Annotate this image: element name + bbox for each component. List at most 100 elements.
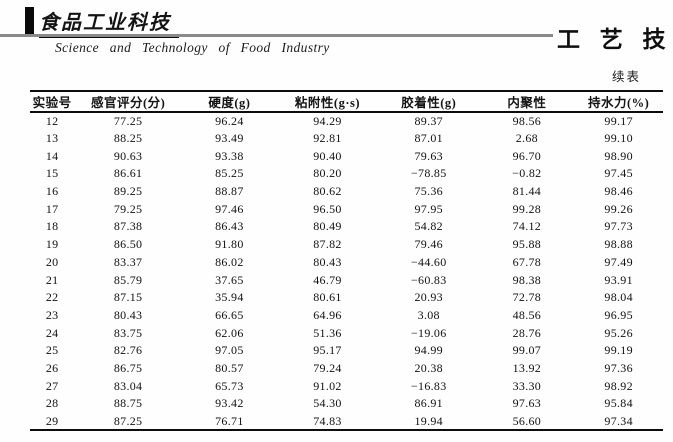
table-cell: 91.02 [313, 378, 342, 393]
section-title: 工 艺 技 术 [557, 27, 673, 52]
table-cell: 29 [45, 413, 59, 428]
table-cell: 75.36 [414, 184, 443, 199]
table-row: 18 87.38 86.43 80.49 54.82 74.12 97.73 [30, 218, 663, 236]
table-cell: 87.15 [113, 290, 143, 305]
table-cell: 13 [45, 131, 59, 146]
masthead-black-bar [25, 7, 34, 36]
table-cell: −16.83 [410, 378, 447, 393]
table-cell: 93.49 [215, 131, 244, 146]
table-cell: −60.83 [410, 272, 447, 287]
table-cell: 23 [45, 307, 59, 322]
table-cell: 16 [45, 184, 59, 199]
column-header: 感官评分(分) [90, 96, 166, 110]
table-cell: 20.38 [414, 360, 443, 375]
table-cell: 81.44 [512, 184, 542, 199]
table-row: 28 88.75 93.42 54.30 86.91 97.63 95.84 [30, 395, 663, 413]
table-cell: 99.26 [604, 201, 633, 216]
table-cell: 98.88 [604, 237, 633, 252]
table-row: 21 85.79 37.65 46.79 −60.83 98.38 93.91 [30, 271, 663, 289]
results-table-body: 12 77.25 96.24 94.29 89.37 98.56 99.17 13 88.25 9… [30, 112, 663, 431]
table-cell: 97.45 [604, 166, 633, 181]
table-cell: 33.30 [512, 378, 542, 393]
table-cell: 13.92 [512, 360, 542, 375]
table-cell: 82.76 [113, 343, 143, 358]
table-cell: 80.49 [313, 219, 342, 234]
table-cell: 66.65 [215, 307, 244, 322]
table-cell: 97.73 [604, 219, 633, 234]
table-cell: 37.65 [215, 272, 244, 287]
table-cell: 79.25 [113, 201, 143, 216]
table-cell: 93.42 [215, 396, 244, 411]
table-cell: 86.43 [215, 219, 244, 234]
table-row: 22 87.15 35.94 80.61 20.93 72.78 98.04 [30, 289, 663, 307]
table-cell: 15 [45, 166, 59, 181]
table-cell: 92.81 [313, 131, 342, 146]
table-cell: 76.71 [215, 413, 244, 428]
table-cell: 64.96 [313, 307, 342, 322]
table-cell: 99.28 [512, 201, 542, 216]
table-cell: 90.40 [313, 148, 342, 163]
table-cell: 96.24 [215, 113, 244, 128]
table-row: 23 80.43 66.65 64.96 3.08 48.56 96.95 [30, 307, 663, 325]
table-cell: 96.95 [604, 307, 633, 322]
table-cell: 74.12 [512, 219, 542, 234]
table-cell: 2.68 [515, 131, 538, 146]
table-cell: 99.10 [604, 131, 633, 146]
table-cell: 99.19 [604, 343, 633, 358]
table-cell: 72.78 [512, 290, 542, 305]
table-cell: 97.34 [604, 413, 633, 428]
table-row: 16 89.25 88.87 80.62 75.36 81.44 98.46 [30, 183, 663, 201]
table-cell: 98.38 [512, 272, 542, 287]
table-cell: 86.50 [113, 237, 143, 252]
table-cell: 20.93 [414, 290, 443, 305]
table-cell: 95.84 [604, 396, 633, 411]
table-cell: 94.29 [313, 113, 342, 128]
table-cell: 97.46 [215, 201, 244, 216]
table-header-row: 实验号 感官评分(分) 硬度(g) 粘附性(g·s) 胶着性(g) 内聚性 持水力(%) [30, 91, 663, 112]
table-cell: 86.91 [414, 396, 443, 411]
table-cell: 87.82 [313, 237, 342, 252]
table-cell: 54.30 [313, 396, 342, 411]
table-cell: 87.38 [113, 219, 143, 234]
table-cell: 22 [45, 290, 59, 305]
column-header: 粘附性(g·s) [294, 96, 361, 110]
table-row: 15 86.61 85.25 80.20 −78.85 −0.82 97.45 [30, 165, 663, 183]
table-cell: 90.63 [113, 148, 143, 163]
table-row: 13 88.25 93.49 92.81 87.01 2.68 99.10 [30, 130, 663, 148]
table-cell: 98.92 [604, 378, 633, 393]
table-cell: 96.50 [313, 201, 342, 216]
table-cell: 56.60 [512, 413, 542, 428]
table-cell: 74.83 [313, 413, 342, 428]
table-row: 17 79.25 97.46 96.50 97.95 99.28 99.26 [30, 200, 663, 218]
table-cell: 80.43 [313, 254, 342, 269]
table-cell: 35.94 [215, 290, 244, 305]
table-cell: 79.24 [313, 360, 342, 375]
table-cell: 91.80 [215, 237, 244, 252]
table-cell: 83.04 [113, 378, 143, 393]
table-cell: 98.46 [604, 184, 633, 199]
continued-table-label: 续表 [611, 70, 641, 84]
table-cell: 95.17 [313, 343, 342, 358]
results-table: 实验号 感官评分(分) 硬度(g) 粘附性(g·s) 胶着性(g) 内聚性 持水力(%) 1… [30, 90, 663, 431]
table-row: 27 83.04 65.73 91.02 −16.83 33.30 98.92 [30, 377, 663, 395]
table-cell: −44.60 [410, 254, 447, 269]
table-row: 29 87.25 76.71 74.83 19.94 56.60 97.34 [30, 413, 663, 431]
table-cell: 97.95 [414, 201, 443, 216]
table-cell: 48.56 [512, 307, 542, 322]
table-cell: 28.76 [512, 325, 542, 340]
column-header: 胶着性(g) [401, 96, 457, 110]
table-cell: 3.08 [417, 307, 440, 322]
table-cell: 19 [45, 237, 59, 252]
table-cell: 62.06 [215, 325, 244, 340]
table-cell: 93.38 [215, 148, 244, 163]
table-cell: 87.25 [113, 413, 143, 428]
table-row: 26 86.75 80.57 79.24 20.38 13.92 97.36 [30, 360, 663, 378]
table-cell: 97.49 [604, 254, 633, 269]
table-cell: 95.26 [604, 325, 633, 340]
table-cell: 79.46 [414, 237, 443, 252]
table-cell: 98.90 [604, 148, 633, 163]
table-cell: −78.85 [410, 166, 447, 181]
table-cell: 46.79 [313, 272, 342, 287]
table-cell: 17 [45, 201, 59, 216]
